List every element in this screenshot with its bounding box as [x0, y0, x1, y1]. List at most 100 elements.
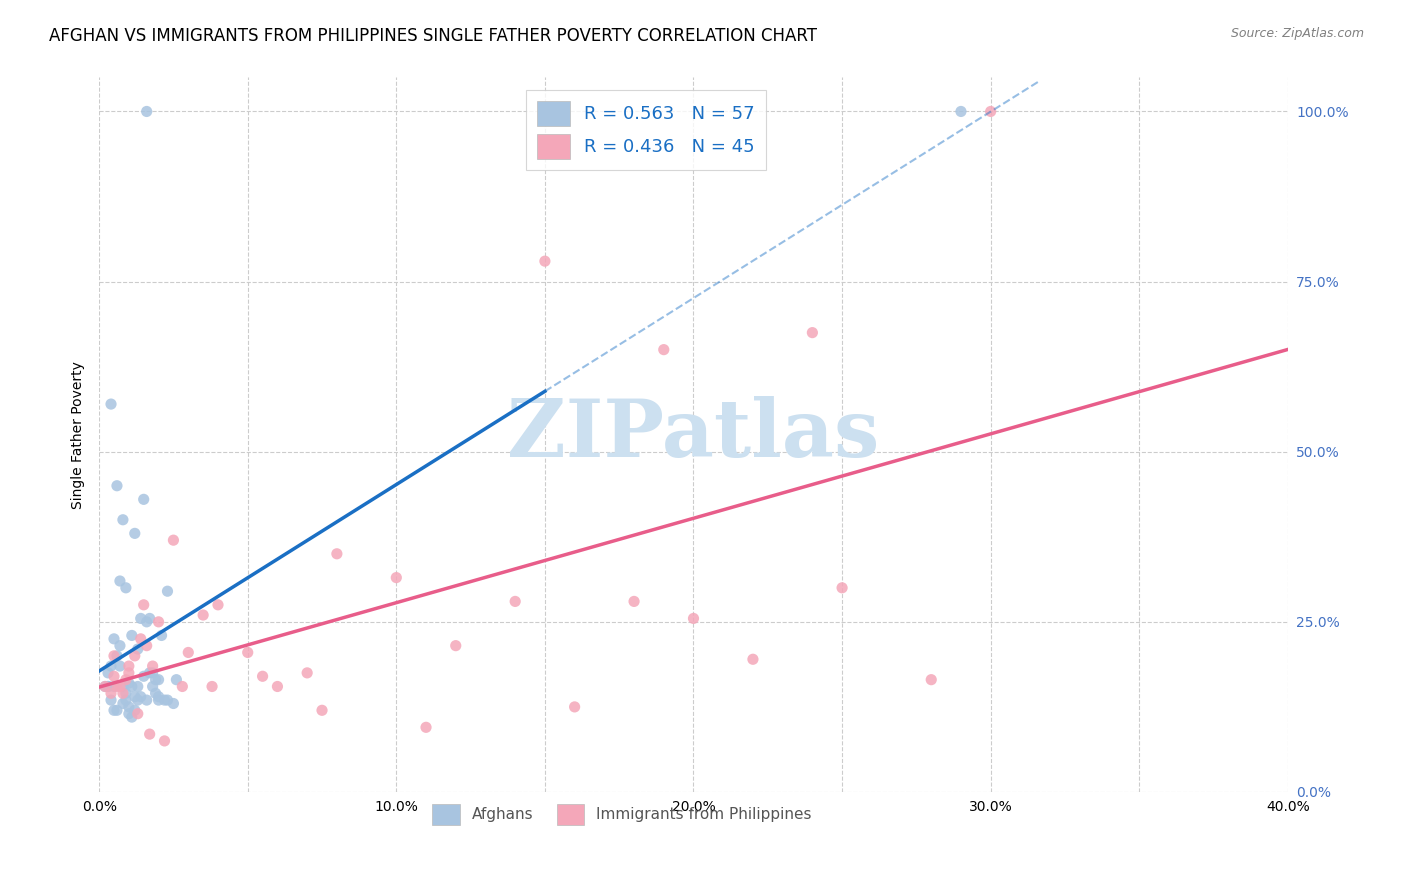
Point: [100, 693, 122, 707]
Point: [100, 686, 122, 700]
Point: [129, 632, 152, 646]
Point: [100, 397, 122, 411]
Point: [124, 648, 146, 663]
Point: [534, 254, 557, 268]
Text: Source: ZipAtlas.com: Source: ZipAtlas.com: [1230, 27, 1364, 40]
Point: [138, 727, 160, 741]
Point: [115, 673, 138, 687]
Text: AFGHAN VS IMMIGRANTS FROM PHILIPPINES SINGLE FATHER POVERTY CORRELATION CHART: AFGHAN VS IMMIGRANTS FROM PHILIPPINES SI…: [49, 27, 817, 45]
Point: [165, 673, 187, 687]
Point: [444, 639, 467, 653]
Point: [111, 680, 134, 694]
Point: [949, 104, 972, 119]
Point: [564, 699, 586, 714]
Point: [105, 703, 128, 717]
Point: [118, 699, 141, 714]
Point: [623, 594, 645, 608]
Point: [94, 680, 117, 694]
Point: [103, 669, 125, 683]
Point: [156, 584, 179, 599]
Point: [801, 326, 824, 340]
Point: [108, 680, 131, 694]
Point: [135, 639, 157, 653]
Point: [127, 706, 149, 721]
Point: [124, 526, 146, 541]
Point: [118, 659, 141, 673]
Point: [153, 734, 176, 748]
Point: [124, 703, 146, 717]
Point: [177, 645, 200, 659]
Point: [121, 628, 143, 642]
Point: [385, 571, 408, 585]
Point: [172, 680, 194, 694]
Point: [127, 693, 149, 707]
Point: [103, 648, 125, 663]
Point: [252, 669, 274, 683]
Point: [108, 574, 131, 588]
Point: [311, 703, 333, 717]
Point: [201, 680, 224, 694]
Point: [742, 652, 765, 666]
Point: [105, 479, 128, 493]
Point: [162, 533, 184, 548]
Point: [118, 665, 141, 680]
Point: [191, 607, 214, 622]
Point: [121, 710, 143, 724]
Point: [920, 673, 942, 687]
Point: [97, 665, 120, 680]
Point: [142, 659, 165, 673]
Point: [132, 598, 155, 612]
Point: [980, 104, 1002, 119]
Point: [148, 673, 170, 687]
Point: [105, 680, 128, 694]
Point: [97, 680, 120, 694]
Y-axis label: Single Father Poverty: Single Father Poverty: [72, 360, 86, 508]
Point: [148, 690, 170, 704]
Point: [156, 693, 179, 707]
Point: [103, 680, 125, 694]
Text: ZIPatlas: ZIPatlas: [508, 396, 880, 474]
Legend: Afghans, Immigrants from Philippines: Afghans, Immigrants from Philippines: [423, 795, 821, 834]
Point: [162, 697, 184, 711]
Point: [415, 720, 437, 734]
Point: [111, 697, 134, 711]
Point: [103, 703, 125, 717]
Point: [150, 628, 173, 642]
Point: [236, 645, 259, 659]
Point: [135, 615, 157, 629]
Point: [129, 690, 152, 704]
Point: [682, 611, 704, 625]
Point: [138, 611, 160, 625]
Point: [503, 594, 526, 608]
Point: [103, 632, 125, 646]
Point: [145, 673, 167, 687]
Point: [142, 680, 165, 694]
Point: [153, 693, 176, 707]
Point: [129, 611, 152, 625]
Point: [132, 669, 155, 683]
Point: [127, 642, 149, 657]
Point: [135, 693, 157, 707]
Point: [138, 665, 160, 680]
Point: [97, 680, 120, 694]
Point: [108, 659, 131, 673]
Point: [145, 686, 167, 700]
Point: [121, 680, 143, 694]
Point: [135, 104, 157, 119]
Point: [94, 680, 117, 694]
Point: [111, 686, 134, 700]
Point: [326, 547, 349, 561]
Point: [148, 693, 170, 707]
Point: [124, 690, 146, 704]
Point: [115, 693, 138, 707]
Point: [100, 659, 122, 673]
Point: [142, 665, 165, 680]
Point: [111, 513, 134, 527]
Point: [207, 598, 229, 612]
Point: [295, 665, 318, 680]
Point: [266, 680, 288, 694]
Point: [831, 581, 853, 595]
Point: [127, 680, 149, 694]
Point: [108, 639, 131, 653]
Point: [132, 492, 155, 507]
